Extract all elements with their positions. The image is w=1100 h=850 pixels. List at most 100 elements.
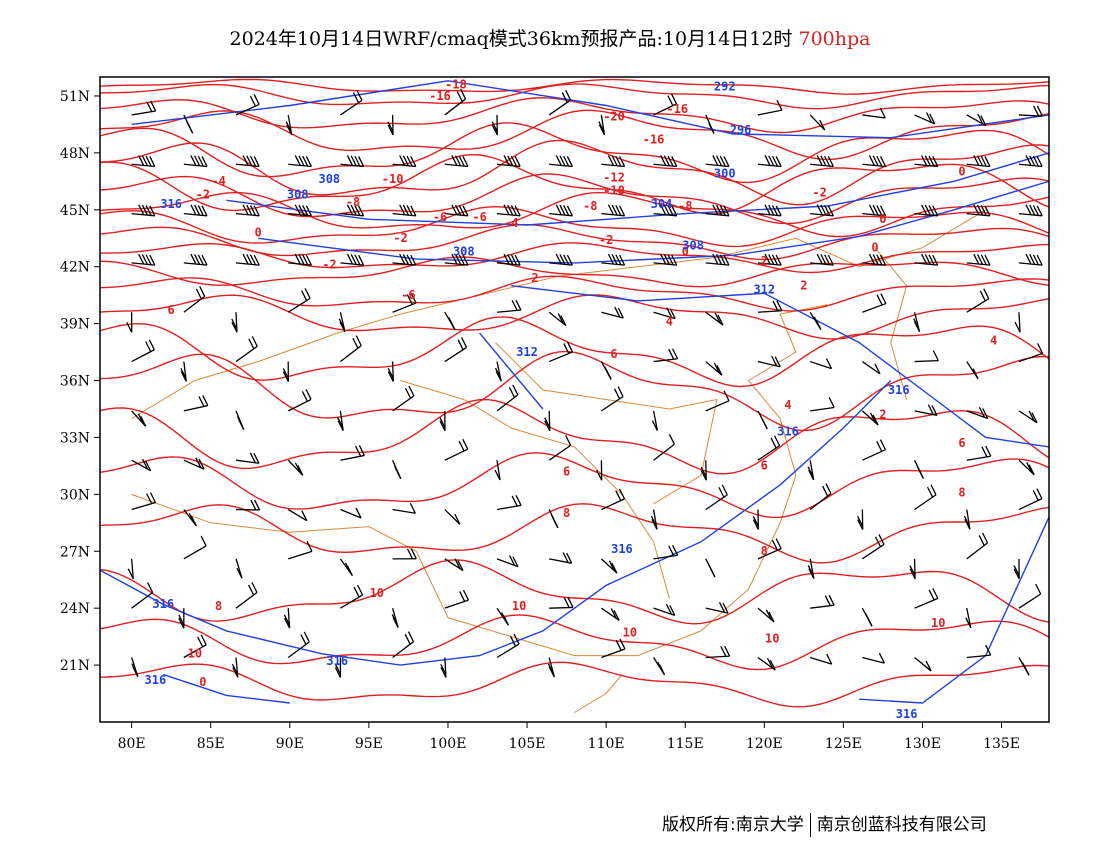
wind-barb — [235, 452, 260, 464]
temperature-isoline — [100, 153, 1049, 215]
wind-barb — [966, 445, 992, 461]
wind-barb — [231, 657, 239, 678]
map-title: 2024年10月14日WRF/cmaq模式36km预报产品:10月14日12时 … — [0, 24, 1100, 51]
wind-barb — [444, 311, 456, 331]
wind-barb — [340, 204, 365, 217]
wind-barb — [439, 410, 446, 432]
wind-barb — [544, 410, 551, 432]
temperature-label: -10 — [382, 172, 404, 186]
temperature-label: 4 — [990, 333, 997, 347]
wind-barb — [705, 602, 729, 614]
y-tick-label: 21N — [60, 658, 90, 674]
temperature-label: -2 — [322, 258, 336, 272]
wind-barb — [914, 204, 939, 217]
temperature-label: -16 — [429, 89, 451, 103]
temperature-label: 6 — [761, 459, 768, 473]
height-isoline — [163, 673, 290, 704]
x-tick-label: 110E — [588, 736, 625, 752]
wind-barb — [914, 112, 936, 125]
wind-barb — [283, 608, 291, 629]
wind-barb — [601, 607, 620, 621]
wind-barb — [183, 286, 206, 313]
wind-barb — [601, 306, 624, 319]
wind-barb — [810, 594, 835, 609]
x-tick-label: 115E — [667, 736, 704, 752]
wind-barb — [183, 634, 207, 659]
wind-barb — [653, 204, 678, 217]
height-label: 308 — [453, 244, 475, 258]
temperature-label: 10 — [370, 586, 384, 600]
wind-barb — [1018, 459, 1035, 476]
wind-barb — [653, 307, 676, 320]
wind-barb — [601, 638, 626, 659]
temperature-label: -16 — [643, 132, 665, 146]
height-label: 316 — [152, 597, 174, 611]
temperature-contours — [100, 78, 1049, 708]
wind-barb — [653, 433, 675, 461]
wind-barb — [496, 633, 520, 659]
wind-barb — [340, 155, 365, 168]
height-label: 300 — [714, 167, 736, 181]
wind-barb — [757, 435, 781, 461]
wind-barb — [392, 292, 417, 313]
wind-barb — [705, 558, 716, 578]
height-label: 316 — [777, 425, 799, 439]
wind-barb — [809, 358, 833, 370]
wind-barb — [705, 204, 730, 217]
temperature-label: -8 — [678, 199, 692, 213]
wind-barb — [392, 253, 417, 266]
wind-barb — [444, 589, 470, 609]
wind-barb — [914, 155, 939, 168]
y-tick-label: 39N — [60, 317, 90, 333]
wind-barb — [235, 582, 258, 609]
wind-barb — [287, 508, 308, 522]
wind-barb — [549, 253, 573, 266]
wind-barb — [496, 607, 510, 626]
border-line — [131, 304, 828, 657]
x-tick-label: 80E — [118, 736, 146, 752]
wind-barb — [809, 114, 826, 131]
height-isoline — [258, 180, 1049, 264]
wind-barb — [914, 484, 937, 511]
temperature-label: -2 — [599, 233, 613, 247]
temperature-label: 6 — [168, 303, 175, 317]
wind-barb — [653, 348, 679, 363]
wind-barb — [705, 253, 730, 266]
wind-barb — [496, 495, 522, 511]
wind-barb — [549, 552, 573, 564]
temperature-label: 8 — [761, 544, 768, 558]
wind-barb — [548, 341, 574, 363]
x-tick-label: 120E — [746, 736, 783, 752]
latitude-ticks: 51N 48N 45N 42N 39N 36N 33N 30N 27N 24N 21N — [60, 89, 100, 674]
temperature-label: -6 — [433, 210, 447, 224]
temperature-label: -10 — [603, 184, 625, 198]
wind-barb — [131, 410, 147, 427]
wind-barb — [966, 644, 992, 659]
x-tick-label: 125E — [825, 736, 862, 752]
wind-barb — [966, 253, 991, 266]
height-label: 308 — [287, 187, 309, 201]
wind-barb — [600, 361, 612, 380]
title-main: 2024年10月14日WRF/cmaq模式36km预报产品:10月14日12时 — [229, 28, 793, 50]
wind-barb — [392, 155, 417, 168]
temperature-label: 10 — [188, 647, 202, 661]
temperature-label: -2 — [812, 186, 826, 200]
temperature-label: 0 — [199, 675, 206, 689]
temperature-label: -12 — [603, 170, 625, 184]
wind-barb — [966, 204, 991, 217]
wind-barb — [757, 155, 782, 168]
wind-barb — [650, 509, 658, 530]
wind-barb — [548, 311, 567, 327]
wind-barb — [288, 541, 313, 560]
wind-barb — [183, 155, 208, 168]
temperature-isoline — [100, 398, 1049, 475]
wind-barb — [705, 155, 730, 168]
wind-barb — [131, 253, 156, 266]
wind-barb — [862, 253, 887, 266]
temperature-isoline — [100, 191, 1049, 238]
wind-barb — [444, 88, 467, 116]
height-isoline — [479, 332, 544, 410]
wind-barb — [131, 100, 157, 116]
temperature-isoline — [100, 256, 1049, 288]
wind-barb — [287, 389, 312, 412]
